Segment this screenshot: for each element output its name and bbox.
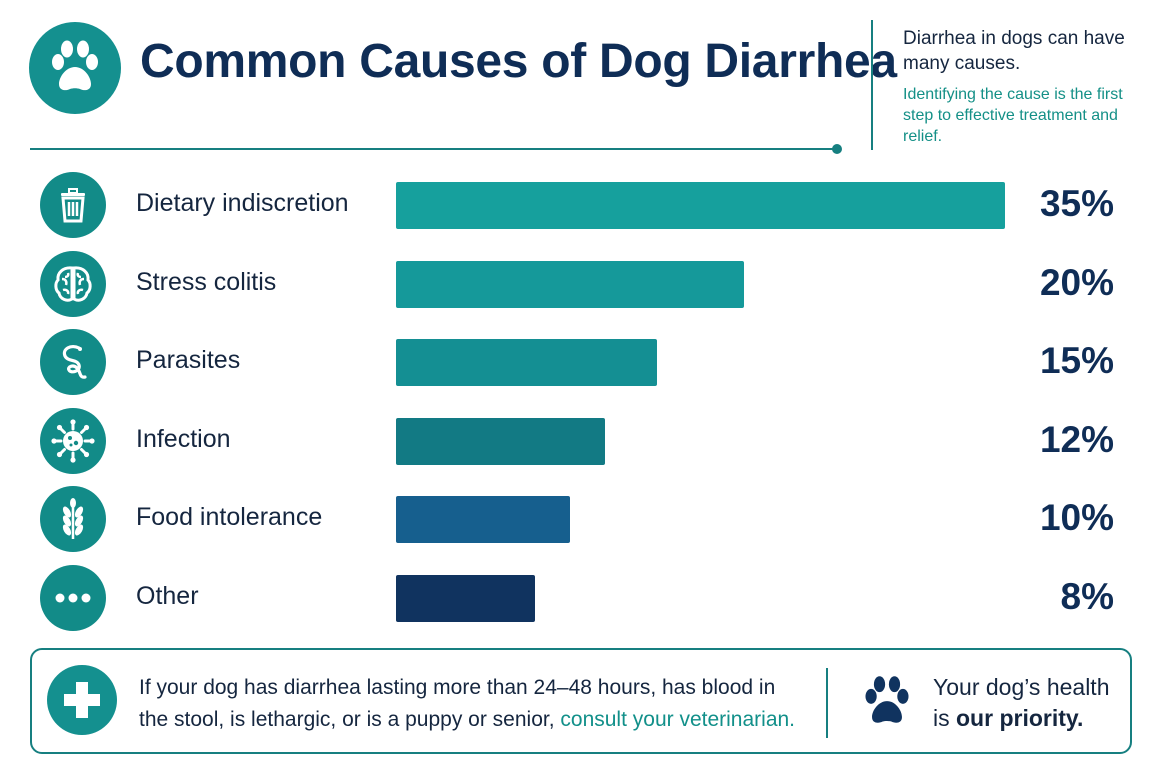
panel-divider [826, 668, 828, 738]
health-line-2-prefix: is [933, 705, 956, 731]
category-label: Infection [136, 424, 231, 453]
value-label: 15% [1039, 340, 1114, 381]
health-line-2-emphasis: our priority. [956, 705, 1084, 731]
value-label: 20% [1039, 261, 1114, 303]
category-icon-badge [40, 486, 106, 552]
category-icon-badge [40, 407, 106, 474]
category-icon-badge [40, 564, 106, 631]
category-icon-badge [40, 329, 106, 395]
health-message: Your dog’s health is our priority. [933, 672, 1110, 734]
trash-can-icon [61, 188, 85, 223]
value-label: 35% [1039, 183, 1114, 224]
bar [396, 339, 657, 386]
intro-subtext: Identifying the cause is the first step … [903, 86, 1123, 145]
value-label: 8% [1060, 575, 1114, 617]
category-label: Other [136, 581, 199, 610]
title-divider [30, 148, 836, 150]
paw-logo [29, 22, 121, 114]
page-title: Common Causes of Dog Diarrhea [140, 35, 897, 88]
category-label: Dietary indiscretion [136, 189, 349, 217]
paw-icon [865, 676, 909, 723]
ellipsis-icon [55, 593, 91, 602]
health-line-1: Your dog’s health [933, 674, 1110, 700]
bar [396, 182, 1005, 229]
consult-vet-callout: consult your veterinarian. [560, 708, 796, 731]
paw-icon [52, 40, 98, 91]
value-label: 10% [1039, 497, 1114, 538]
footer-paw [858, 673, 916, 736]
medical-cross-icon [64, 682, 100, 718]
medical-cross-badge [47, 665, 117, 735]
intro-divider [871, 20, 873, 150]
category-icon-badge [40, 250, 106, 317]
bar [396, 496, 570, 543]
worm-icon [62, 344, 87, 379]
advice-panel [30, 648, 1132, 754]
bar [396, 417, 605, 465]
health-line-2: is our priority. [933, 703, 1110, 734]
brain-icon [54, 265, 92, 302]
advice-text: If your dog has diarrhea lasting more th… [139, 672, 799, 736]
title-divider-dot [832, 144, 842, 154]
bar [396, 260, 744, 308]
bar [396, 574, 535, 622]
category-label: Food intolerance [136, 503, 323, 531]
category-label: Parasites [136, 346, 241, 374]
virus-icon [51, 418, 95, 463]
value-label: 12% [1039, 418, 1114, 460]
category-icon-badge [40, 172, 106, 238]
intro-text: Diarrhea in dogs can have many causes. [903, 28, 1125, 74]
advice-text-body: If your dog has diarrhea lasting more th… [139, 676, 776, 731]
category-label: Stress colitis [136, 267, 277, 296]
wheat-icon [62, 498, 84, 539]
